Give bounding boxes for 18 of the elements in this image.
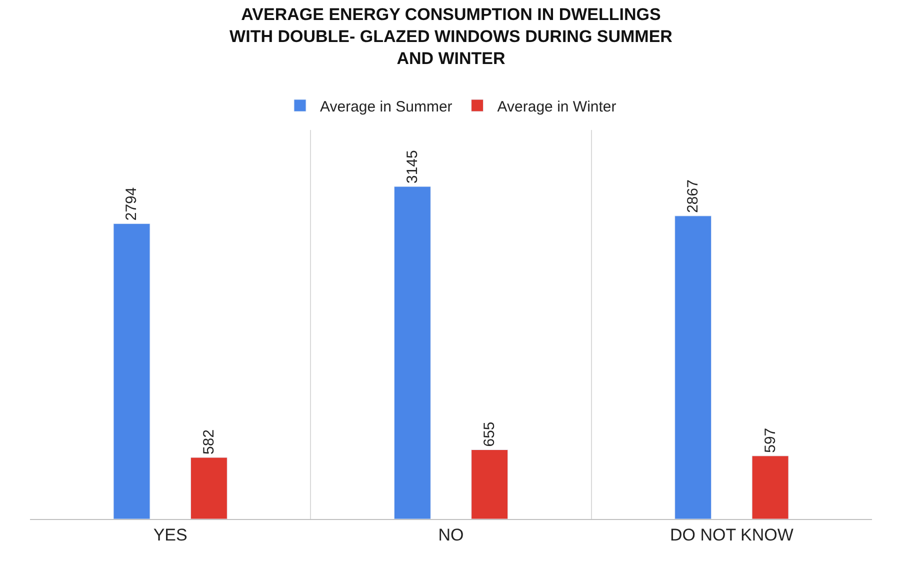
data-label: 2867 (684, 180, 702, 213)
x-tick-label: DO NOT KNOW (670, 525, 794, 544)
bar (113, 223, 150, 519)
bar (752, 456, 789, 519)
data-label: 2794 (123, 187, 140, 221)
legend-label: Average in Winter (497, 98, 616, 116)
x-tick-label: NO (438, 525, 464, 544)
data-label: 582 (200, 429, 218, 454)
x-tick-label: YES (153, 525, 188, 544)
data-label: 3145 (404, 150, 421, 184)
bar (471, 450, 508, 519)
data-label: 597 (762, 428, 779, 453)
legend-label: Average in Summer (320, 98, 452, 116)
chart-title: AVERAGE ENERGY CONSUMPTION IN DWELLINGS WITH DOUBLE- GLAZED WINDOWS DURING SUMMER AND WINTER (230, 4, 672, 68)
bar (190, 457, 228, 519)
data-label: 655 (481, 422, 498, 447)
bar (674, 216, 712, 519)
bar (394, 186, 431, 519)
